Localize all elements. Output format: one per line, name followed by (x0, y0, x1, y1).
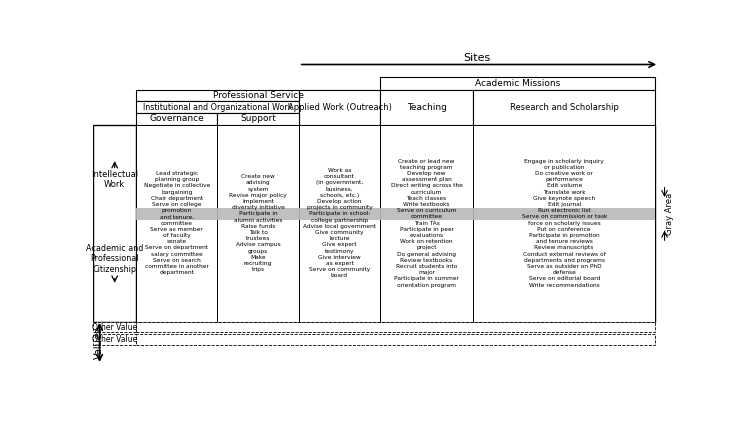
Text: Other Value: Other Value (92, 322, 137, 332)
Text: Values: Values (94, 327, 104, 359)
Text: Create or lead new
teaching program
Develop new
assessment plan
Direct writing a: Create or lead new teaching program Deve… (391, 159, 462, 288)
Bar (136, 113, 217, 124)
Bar (473, 90, 655, 124)
Bar (473, 124, 655, 322)
Text: Gray Area: Gray Area (665, 193, 674, 235)
Bar (299, 124, 380, 322)
Text: Other Value: Other Value (92, 335, 137, 344)
Bar (136, 124, 217, 322)
Text: Applied Work (Outreach): Applied Work (Outreach) (288, 103, 391, 112)
Text: Teaching: Teaching (406, 103, 447, 112)
Bar (217, 124, 299, 322)
Bar (136, 322, 655, 333)
Text: Academic Missions: Academic Missions (475, 79, 560, 88)
Text: Professional Service: Professional Service (213, 91, 303, 100)
Bar (380, 90, 473, 124)
Text: Support: Support (240, 114, 276, 123)
Text: Create new
advising
system
Revise major policy
Implement
diversity initiative
Pa: Create new advising system Revise major … (229, 174, 287, 272)
Text: Institutional and Organizational Work: Institutional and Organizational Work (143, 103, 292, 112)
Bar (93, 334, 136, 345)
Text: Engage in scholarly inquiry
or publication
Do creative work or
performance
Edit : Engage in scholarly inquiry or publicati… (521, 159, 607, 288)
Bar (93, 322, 136, 333)
Bar (136, 101, 299, 113)
Bar (380, 77, 655, 90)
Bar (93, 124, 136, 322)
Bar (136, 124, 655, 322)
Bar (136, 334, 655, 345)
Bar (136, 90, 380, 101)
Text: Research and Scholarship: Research and Scholarship (509, 103, 619, 112)
Text: Sites: Sites (463, 53, 491, 63)
Text: Intellectual
Work: Intellectual Work (91, 170, 138, 189)
Bar (380, 124, 473, 322)
Text: Lead strategic
planning group
Negotiate in collective
bargaining
Chair departmen: Lead strategic planning group Negotiate … (143, 171, 210, 275)
Bar (217, 113, 299, 124)
Bar (136, 208, 655, 220)
Text: Governance: Governance (149, 114, 204, 123)
Text: Academic and
Professional
Citizenship: Academic and Professional Citizenship (86, 244, 143, 274)
Bar (299, 90, 380, 124)
Text: Work as
consultant
(in government,
business,
schools, etc.)
Develop action
proje: Work as consultant (in government, busin… (303, 168, 376, 279)
